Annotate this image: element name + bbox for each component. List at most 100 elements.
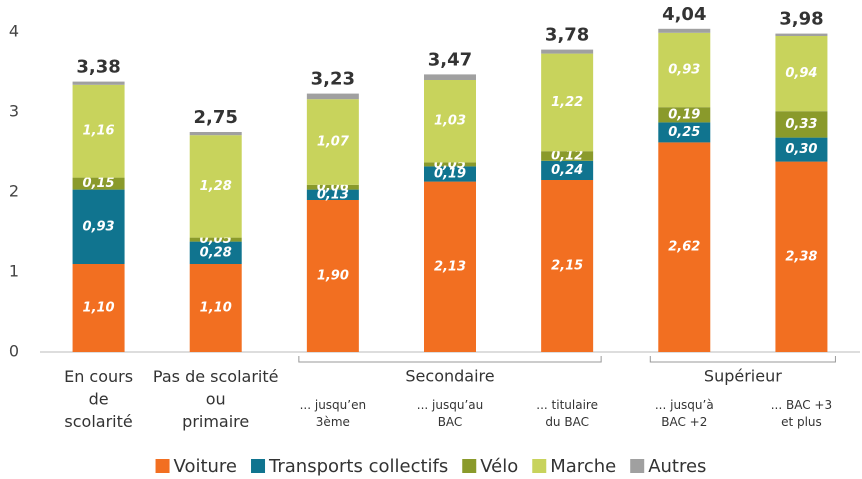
- bar-segment: [424, 74, 476, 80]
- bar-segment: [189, 241, 242, 264]
- bar-segment: [424, 181, 476, 352]
- value-label: 1,10: [83, 301, 115, 316]
- value-label: 0,19: [668, 107, 700, 122]
- value-label: 2,13: [434, 259, 466, 274]
- bar-segment: [775, 111, 828, 138]
- total-label: 3,78: [545, 25, 589, 46]
- legend-label: Vélo: [480, 456, 518, 477]
- value-label: 1,90: [317, 269, 349, 284]
- value-label: 0,19: [434, 167, 466, 182]
- x-tick-label: En cours de scolarité: [64, 367, 133, 431]
- y-tick-label: 1: [9, 262, 19, 281]
- value-label: 1,07: [317, 135, 350, 150]
- y-tick-label: 0: [9, 342, 19, 361]
- bar-segment: [541, 160, 594, 180]
- legend-label: Autres: [648, 456, 706, 477]
- legend-swatch: [462, 459, 477, 473]
- bar-segment: [658, 142, 711, 352]
- bar-segment: [306, 200, 359, 352]
- value-label: 1,28: [200, 179, 232, 194]
- bar-segment: [541, 53, 594, 152]
- bar-segment: [306, 93, 359, 100]
- group-bracket: [649, 356, 836, 363]
- value-label: 0,28: [200, 245, 232, 260]
- bar-segment: [306, 99, 359, 185]
- bar-segment: [189, 132, 242, 136]
- bar-segment: [658, 107, 711, 123]
- x-tick-line: ... jusqu’au: [417, 398, 483, 412]
- y-tick-label: 4: [9, 22, 19, 41]
- value-label: 1,16: [83, 124, 115, 139]
- bar-segment: [424, 162, 476, 167]
- bar-segment: [189, 237, 242, 242]
- value-label: 0,15: [83, 176, 115, 191]
- x-tick-line: ou: [206, 389, 226, 408]
- bar-segment: [72, 84, 125, 178]
- y-tick-label: 3: [9, 102, 19, 121]
- value-label: 0,12: [551, 149, 583, 164]
- x-tick-line: En cours: [64, 367, 133, 386]
- bar-segment: [658, 28, 711, 33]
- x-tick-line: 3ème: [316, 415, 350, 429]
- value-label: 1,10: [200, 301, 232, 316]
- bar-segment: [72, 264, 125, 352]
- x-tick-line: BAC: [438, 415, 463, 429]
- bar-segment: [775, 137, 828, 162]
- x-tick-label: Pas de scolarité ou primaire: [153, 367, 279, 431]
- bar-segment: [775, 36, 828, 112]
- value-label: 2,15: [551, 259, 583, 274]
- group-label: Secondaire: [405, 367, 494, 386]
- bar-segment: [541, 151, 594, 161]
- x-tick-line: du BAC: [545, 415, 589, 429]
- x-tick-line: ... titulaire: [536, 398, 598, 412]
- x-tick-label: ... BAC +3 et plus: [771, 398, 832, 429]
- x-tick-line: scolarité: [64, 412, 132, 431]
- value-label: 0,33: [785, 117, 817, 132]
- value-label: 0,24: [551, 163, 583, 178]
- x-tick-line: et plus: [781, 415, 822, 429]
- value-label: 0,30: [785, 142, 817, 157]
- bar-segment: [189, 264, 242, 352]
- bar-segment: [541, 49, 594, 54]
- total-label: 3,38: [76, 57, 120, 78]
- legend-label: Marche: [550, 456, 616, 477]
- y-tick-label: 2: [9, 182, 19, 201]
- bar-segment: [775, 161, 828, 352]
- value-label: 0,13: [317, 187, 349, 202]
- value-label: 2,38: [785, 249, 817, 264]
- group-bracket: [298, 356, 602, 363]
- x-tick-label: ... jusqu’en 3ème: [300, 398, 366, 429]
- bar-segment: [424, 80, 476, 163]
- total-label: 3,23: [311, 69, 355, 90]
- total-label: 4,04: [662, 4, 706, 25]
- legend-swatch: [532, 459, 547, 473]
- total-label: 2,75: [194, 107, 238, 128]
- bar-segment: [541, 180, 594, 352]
- legend-swatch: [155, 459, 170, 473]
- bar-segment: [72, 177, 125, 190]
- legend-swatch: [630, 459, 645, 473]
- total-label: 3,98: [779, 9, 823, 30]
- bar-segment: [658, 122, 711, 143]
- value-label: 0,93: [83, 219, 115, 234]
- bar-segment: [775, 33, 828, 36]
- bar-segment: [306, 189, 359, 200]
- value-label: 2,62: [668, 240, 700, 255]
- x-tick-line: de: [89, 389, 109, 408]
- x-tick-label: ... titulaire du BAC: [536, 398, 598, 429]
- total-label: 3,47: [428, 49, 472, 70]
- x-tick-line: ... BAC +3: [771, 398, 832, 412]
- legend-label: Voiture: [174, 456, 237, 477]
- value-label: 0,25: [668, 125, 700, 140]
- bar-segment: [72, 81, 125, 85]
- x-tick-line: ... jusqu’en: [300, 398, 366, 412]
- legend-swatch: [251, 459, 266, 473]
- group-label: Supérieur: [704, 367, 782, 386]
- bar-segment: [72, 189, 125, 264]
- legend-label: Transports collectifs: [268, 456, 448, 477]
- x-tick-line: BAC +2: [661, 415, 707, 429]
- x-tick-line: Pas de scolarité: [153, 367, 279, 386]
- bar-segment: [306, 184, 359, 190]
- bar-segment: [189, 135, 242, 238]
